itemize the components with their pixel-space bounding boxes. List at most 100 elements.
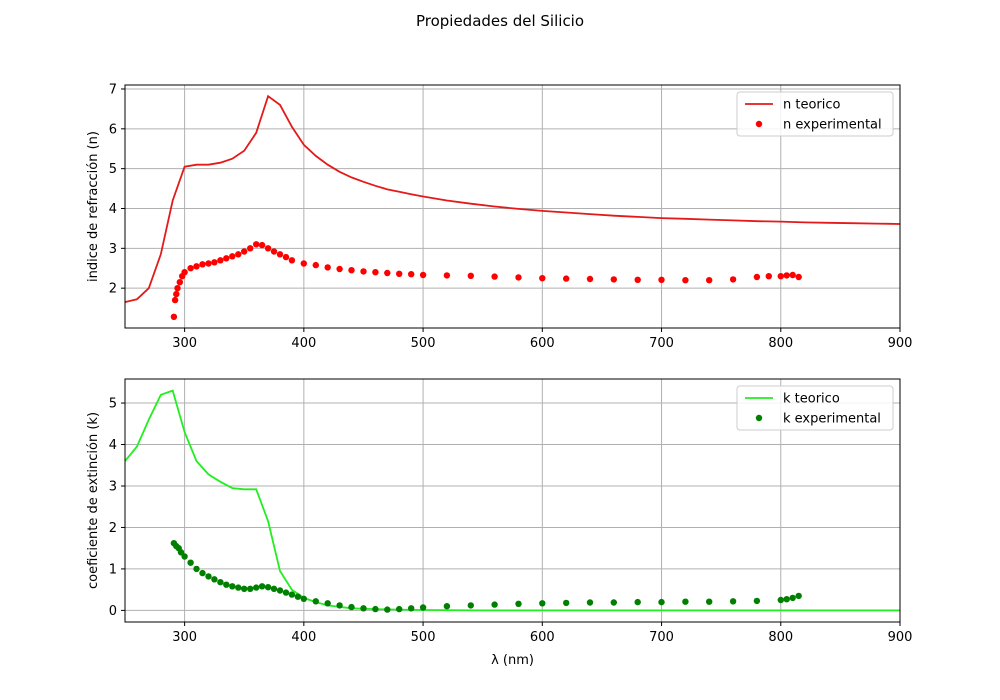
n-experimental-point	[241, 248, 248, 255]
n-experimental-point	[372, 269, 379, 276]
n-experimental-point	[610, 276, 617, 283]
refractive-index-x-tick-label: 400	[291, 336, 316, 351]
n-experimental-point	[384, 269, 391, 277]
n-experimental-point	[300, 260, 307, 267]
n-experimental-point	[682, 277, 689, 284]
k-experimental-point	[515, 600, 522, 607]
extinction-coefficient-legend-box	[736, 385, 894, 431]
extinction-coefficient-x-tick-label: 400	[291, 630, 316, 645]
n-experimental-point	[173, 290, 180, 298]
extinction-coefficient-axes: 300 400 500 600 700 800 900 0 1 2 3 4 5 coeficiente…	[86, 378, 912, 668]
k-experimental-point	[408, 605, 415, 612]
extinction-coefficient-legend: k teorico k experimental	[736, 385, 894, 431]
k-experimental-point	[229, 583, 236, 590]
k-experimental-point	[586, 599, 594, 606]
k-experimental-point	[288, 591, 296, 598]
extinction-coefficient-y-tick-label: 3	[109, 479, 117, 494]
n-experimental-point	[336, 265, 343, 273]
n-experimental-point	[170, 313, 178, 320]
k-experimental-point	[419, 604, 427, 611]
k-experimental-point	[795, 592, 802, 600]
refractive-index-y-tick-label: 3	[109, 242, 117, 257]
n-experimental-point	[706, 277, 713, 284]
k-experimental-point	[270, 585, 278, 592]
n-experimental-point	[223, 255, 230, 262]
refractive-index-y-tick-label: 5	[109, 162, 117, 177]
n-experimental-point	[658, 276, 665, 283]
n-experimental-point	[229, 253, 236, 260]
n-experimental-point	[563, 275, 570, 282]
n-experimental-point	[276, 251, 284, 258]
refractive-index-x-tick-label: 500	[411, 336, 436, 351]
k-experimental-point	[253, 584, 260, 591]
k-experimental-point	[777, 596, 784, 604]
k-experimental-point	[247, 585, 254, 592]
n-experimental-point	[348, 267, 355, 274]
extinction-coefficient-y-ticks: 0 1 2 3 4 5	[109, 397, 125, 619]
k-experimental-point	[372, 605, 379, 613]
k-experimental-point	[396, 605, 403, 613]
extinction-coefficient-x-ticks: 300 400 500 600 700 800 900	[172, 622, 912, 645]
extinction-coefficient-x-tick-label: 800	[768, 630, 793, 645]
n-experimental-point	[491, 273, 498, 280]
k-experimental-point	[539, 600, 546, 607]
refractive-index-legend: n teorico n experimental	[736, 91, 894, 137]
k-experimental-point	[264, 584, 272, 591]
k-experimental-point	[199, 569, 206, 577]
refractive-index-x-tick-label: 800	[768, 336, 793, 351]
refractive-index-y-label: indice de refracción (n)	[86, 131, 101, 282]
k-experimental-point	[443, 603, 451, 610]
refractive-index-x-tick-label: 300	[172, 336, 197, 351]
extinction-coefficient-y-tick-label: 1	[109, 562, 117, 577]
refractive-index-legend-box	[736, 91, 894, 137]
k-experimental-point	[177, 549, 185, 556]
extinction-coefficient-x-tick-label: 600	[530, 630, 555, 645]
n-experimental-point	[783, 272, 790, 279]
refractive-index-x-ticks: 300 400 500 600 700 800 900	[172, 328, 912, 351]
k-experimental-point	[312, 598, 319, 605]
n-experimental-point	[171, 296, 179, 304]
extinction-coefficient-x-tick-label: 300	[172, 630, 197, 645]
k-experimental-point	[348, 603, 355, 611]
n-experimental-point	[253, 241, 260, 248]
k-experimental-point	[610, 599, 617, 606]
refractive-index-x-tick-label: 900	[888, 336, 913, 351]
refractive-index-x-tick-label: 700	[649, 336, 674, 351]
extinction-coefficient-y-tick-label: 2	[109, 521, 117, 536]
extinction-coefficient-points	[170, 540, 802, 613]
n-experimental-point	[199, 261, 206, 268]
k-experimental-point	[211, 576, 218, 583]
n-experimental-point	[443, 272, 451, 279]
k-experimental-point	[783, 596, 790, 603]
n-experimental-point	[419, 271, 427, 279]
refractive-index-y-tick-label: 6	[109, 122, 117, 137]
n-experimental-legend-label: n experimental	[783, 118, 882, 133]
k-experimental-point	[729, 598, 737, 605]
n-experimental-point	[765, 273, 772, 280]
n-experimental-point	[211, 259, 218, 266]
n-experimental-point	[408, 271, 415, 278]
n-experimental-point	[288, 257, 296, 264]
n-experimental-point	[795, 273, 802, 281]
extinction-coefficient-x-tick-label: 700	[649, 630, 674, 645]
k-experimental-point	[789, 594, 796, 602]
k-experimental-point	[187, 559, 194, 566]
refractive-index-y-ticks: 2 3 4 5 6 7	[109, 82, 125, 297]
refractive-index-y-tick-label: 4	[109, 202, 117, 217]
n-experimental-point	[789, 271, 796, 279]
k-experimental-point	[276, 587, 284, 594]
n-experimental-point	[176, 279, 183, 286]
k-experimental-point	[467, 602, 474, 609]
n-experimental-point	[193, 263, 200, 270]
extinction-coefficient-y-tick-label: 4	[109, 438, 117, 453]
n-experimental-point	[753, 273, 761, 281]
k-experimental-point	[563, 599, 570, 607]
n-experimental-point	[247, 245, 254, 252]
k-experimental-point	[324, 600, 331, 607]
n-experimental-point	[777, 273, 784, 280]
n-experimental-point	[360, 268, 367, 275]
k-experimental-point	[258, 583, 266, 590]
extinction-coefficient-x-tick-label: 900	[888, 630, 913, 645]
k-experimental-point	[682, 598, 689, 605]
